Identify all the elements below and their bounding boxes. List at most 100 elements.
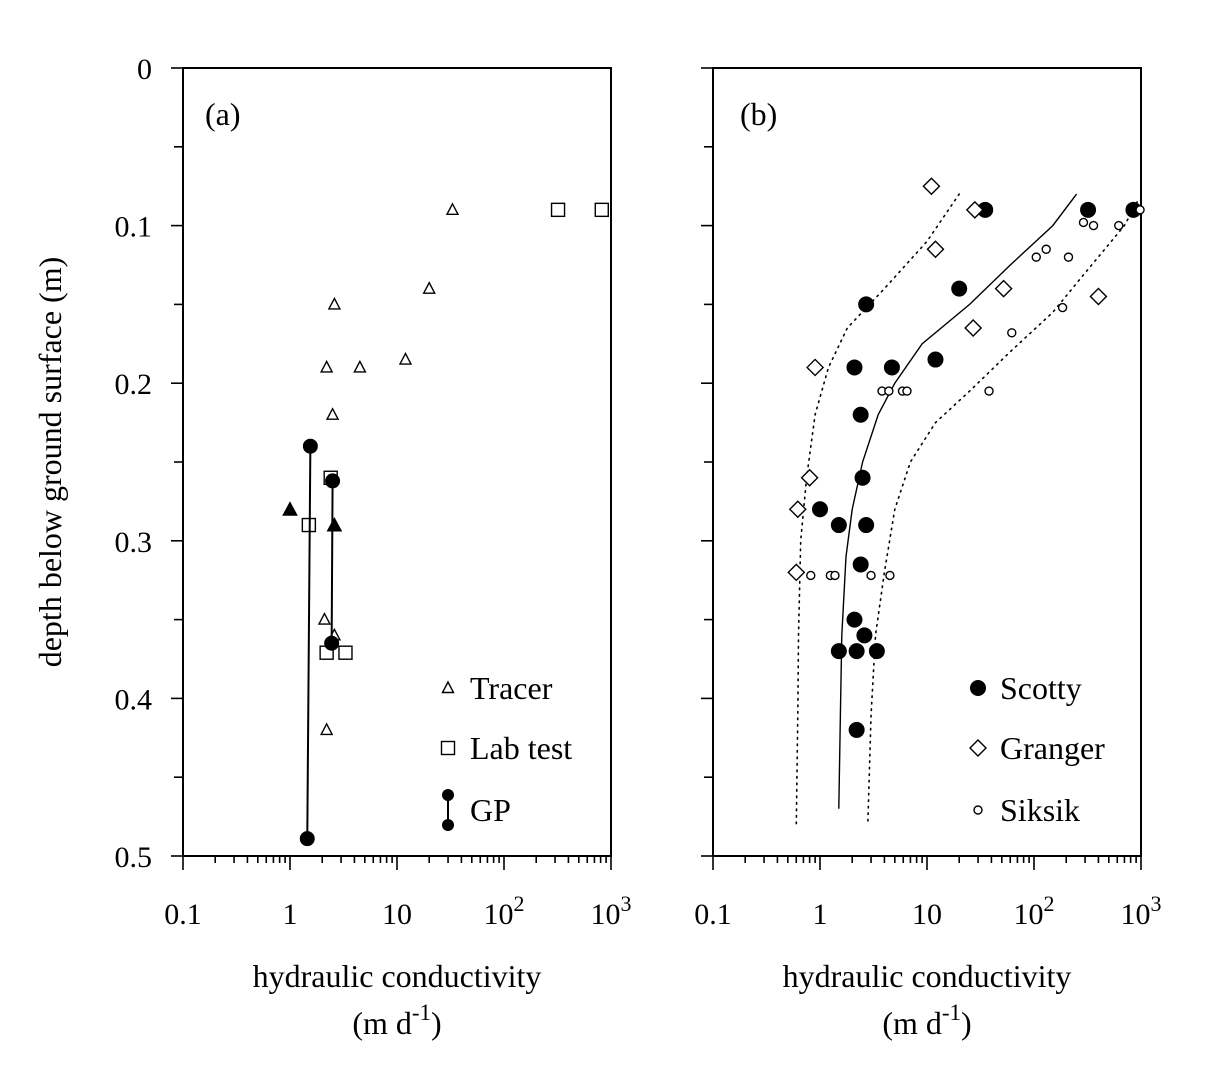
tracer-point bbox=[319, 359, 334, 373]
x-tick-label: 1 bbox=[813, 898, 828, 931]
legend-marker bbox=[969, 739, 987, 757]
siksik-point bbox=[1057, 302, 1068, 313]
y-tick-label: 0.4 bbox=[115, 683, 153, 716]
granger-point bbox=[788, 500, 807, 519]
scotty-point bbox=[852, 556, 869, 573]
scotty-point bbox=[812, 501, 828, 518]
tracer-filled-point bbox=[282, 501, 298, 516]
gp-segment bbox=[330, 480, 334, 644]
granger-point bbox=[964, 319, 983, 338]
legend-gp-endpoint bbox=[442, 789, 454, 801]
y-tick-label: 0.1 bbox=[115, 211, 153, 244]
panel-b-ticks bbox=[701, 67, 1142, 870]
lab-test-point bbox=[550, 202, 566, 218]
x-tick-label: 0.1 bbox=[694, 898, 732, 931]
y-tick-label: 0 bbox=[137, 53, 152, 86]
y-tick-label: 0.2 bbox=[115, 368, 153, 401]
siksik-point bbox=[830, 570, 840, 581]
x-tick-label: 102 bbox=[484, 891, 525, 931]
gp-endpoint bbox=[325, 473, 341, 489]
y-axis-label: depth below ground surface (m) bbox=[32, 257, 68, 668]
siksik-point bbox=[1114, 220, 1124, 231]
tracer-point bbox=[353, 359, 367, 373]
granger-point bbox=[926, 240, 945, 259]
gp-endpoint bbox=[302, 438, 318, 454]
scotty-point bbox=[856, 627, 873, 644]
granger-point bbox=[965, 200, 984, 219]
scotty-point bbox=[830, 517, 847, 534]
scotty-point bbox=[883, 359, 900, 376]
scotty-point bbox=[848, 643, 865, 660]
lab-test-point bbox=[594, 202, 609, 218]
siksik-point bbox=[902, 386, 912, 396]
x-tick-label: 10 bbox=[912, 898, 942, 931]
scotty-point bbox=[854, 469, 871, 486]
panel-b-legend: Scotty Granger Siksik bbox=[969, 670, 1105, 828]
scotty-point bbox=[858, 517, 875, 534]
x-tick-label: 10 bbox=[382, 898, 412, 931]
scotty-point bbox=[830, 643, 847, 660]
legend-marker bbox=[973, 805, 983, 815]
panel-a-marks bbox=[282, 202, 609, 847]
legend-label: Scotty bbox=[1000, 670, 1082, 706]
siksik-point bbox=[1088, 220, 1099, 231]
tracer-point bbox=[398, 352, 413, 365]
granger-point bbox=[787, 563, 806, 582]
siksik-point bbox=[866, 570, 876, 581]
panel-b-label: (b) bbox=[740, 96, 777, 132]
y-tick-label: 0.5 bbox=[115, 841, 153, 874]
bound-curve bbox=[867, 201, 1138, 826]
panel-a: (a) Tracer Lab test GP 0.1 1 10 102 103 hydrau… bbox=[164, 67, 632, 1041]
scotty-point bbox=[858, 296, 875, 313]
siksik-point bbox=[884, 386, 894, 396]
scotty-point bbox=[848, 721, 865, 738]
x-tick-label: 102 bbox=[1014, 891, 1055, 931]
legend-label: Lab test bbox=[470, 730, 572, 766]
bound-curve bbox=[795, 193, 960, 826]
x-tick-label: 103 bbox=[1121, 891, 1162, 931]
scotty-point bbox=[868, 643, 885, 660]
granger-point bbox=[1089, 287, 1108, 306]
legend-label: Siksik bbox=[1000, 792, 1080, 828]
x-tick-label: 1 bbox=[283, 898, 298, 931]
gp-endpoint bbox=[324, 635, 340, 651]
legend-marker bbox=[440, 740, 456, 756]
tracer-point bbox=[445, 202, 460, 216]
panel-b-curves bbox=[795, 193, 1138, 826]
x-tick-label: 103 bbox=[591, 891, 632, 931]
legend-label: Granger bbox=[1000, 730, 1105, 766]
scotty-point bbox=[846, 359, 863, 376]
y-tick-labels: 0 0.1 0.2 0.3 0.4 0.5 bbox=[115, 53, 153, 874]
siksik-point bbox=[984, 386, 994, 396]
panel-b-x-tick-labels: 0.1 1 10 102 103 bbox=[694, 891, 1161, 931]
scotty-point bbox=[1080, 201, 1097, 218]
panel-a-xlabel-line1: hydraulic conductivity bbox=[253, 958, 542, 994]
siksik-point bbox=[885, 570, 895, 581]
siksik-point bbox=[1063, 252, 1074, 262]
tracer-point bbox=[325, 407, 340, 420]
siksik-point bbox=[1031, 252, 1041, 262]
lab-test-point bbox=[338, 645, 353, 660]
siksik-point bbox=[1135, 205, 1145, 215]
panel-b: (b) Scotty Granger Siksik 0.1 1 10 102 103 hyd… bbox=[694, 67, 1162, 1041]
siksik-point bbox=[1078, 217, 1089, 228]
tracer-point bbox=[317, 612, 332, 625]
panel-b-xlabel-line1: hydraulic conductivity bbox=[783, 958, 1072, 994]
scotty-point bbox=[846, 611, 863, 628]
scotty-point bbox=[951, 280, 968, 297]
granger-point bbox=[994, 279, 1013, 298]
panel-b-marks bbox=[787, 177, 1145, 738]
tracer-filled-point bbox=[326, 516, 343, 532]
legend-gp-endpoint bbox=[442, 819, 454, 831]
panel-b-xlabel-line2: (m d-1) bbox=[882, 1000, 971, 1041]
panel-a-xlabel-line2: (m d-1) bbox=[352, 1000, 441, 1041]
siksik-point bbox=[1041, 244, 1051, 254]
tracer-point bbox=[327, 296, 342, 310]
fit-curve bbox=[838, 193, 1078, 809]
panel-a-x-tick-labels: 0.1 1 10 102 103 bbox=[164, 891, 631, 931]
granger-point bbox=[806, 358, 825, 377]
legend-label: Tracer bbox=[470, 670, 553, 706]
gp-endpoint bbox=[299, 831, 315, 847]
siksik-point bbox=[806, 570, 816, 581]
